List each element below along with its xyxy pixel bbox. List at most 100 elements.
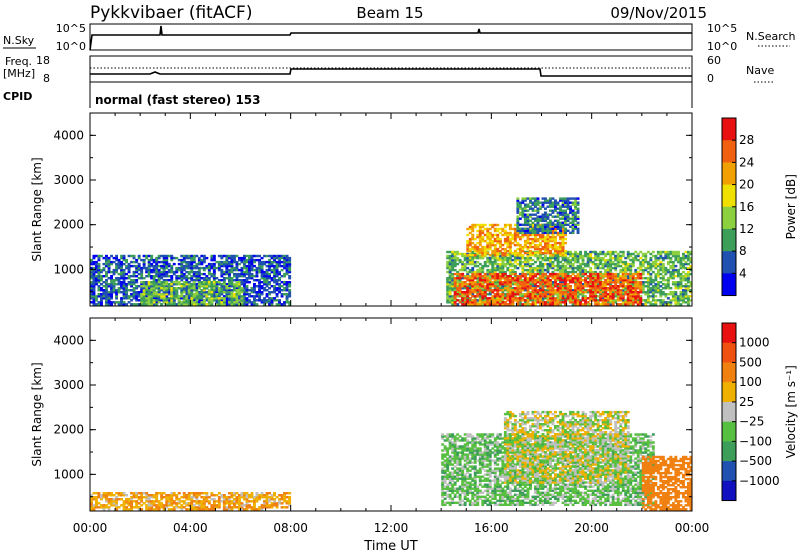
- echo-cell: [549, 293, 552, 296]
- echo-cell: [501, 283, 505, 286]
- echo-cell: [687, 299, 690, 302]
- echo-cell: [682, 264, 685, 268]
- echo-cell: [210, 291, 214, 294]
- echo-cell: [679, 299, 683, 302]
- echo-cell: [451, 287, 455, 290]
- echo-cell: [458, 299, 462, 302]
- echo-cell: [626, 262, 630, 266]
- echo-cell: [508, 295, 512, 298]
- echo-cell: [526, 277, 530, 280]
- echo-cell: [561, 291, 565, 294]
- echo-cell: [486, 283, 490, 286]
- echo-cell: [253, 299, 256, 302]
- echo-cell: [187, 297, 191, 300]
- echo-cell: [175, 275, 179, 278]
- echo-cell: [190, 295, 194, 298]
- echo-cell: [599, 252, 603, 256]
- echo-cell: [160, 295, 164, 298]
- echo-cell: [105, 289, 108, 292]
- echo-cell: [614, 287, 618, 290]
- echo-cell: [481, 291, 485, 294]
- echo-cell: [268, 291, 272, 294]
- echo-cell: [220, 260, 224, 264]
- echo-cell: [629, 258, 633, 262]
- echo-cell: [551, 254, 555, 257]
- echo-cell: [115, 277, 119, 280]
- echo-cell: [238, 295, 241, 298]
- echo-cell: [513, 264, 517, 268]
- echo-cell: [536, 254, 540, 258]
- echo-cell: [481, 283, 485, 286]
- echo-cell: [669, 303, 673, 306]
- echo-cell: [468, 285, 472, 288]
- echo-cell: [503, 289, 507, 292]
- echo-cell: [569, 258, 573, 262]
- echo-cell: [549, 299, 552, 302]
- echo-cell: [534, 213, 537, 216]
- echo-cell: [529, 264, 532, 268]
- echo-cell: [496, 295, 500, 298]
- echo-cell: [661, 270, 665, 274]
- echo-cell: [478, 279, 482, 282]
- echo-cell: [140, 291, 144, 294]
- echo-cell: [669, 270, 673, 274]
- echo-cell: [217, 260, 221, 264]
- echo-cell: [496, 281, 500, 284]
- echo-cell: [559, 297, 563, 300]
- echo-cell: [516, 227, 520, 231]
- echo-cell: [506, 245, 510, 249]
- echo-cell: [679, 303, 683, 306]
- echo-cell: [258, 268, 262, 272]
- echo-cell: [238, 303, 241, 306]
- echo-cell: [473, 245, 477, 249]
- echo-cell: [92, 303, 96, 306]
- echo-cell: [523, 207, 527, 210]
- echo-cell: [212, 258, 216, 262]
- echo-cell: [488, 239, 492, 243]
- echo-cell: [556, 254, 560, 258]
- echo-cell: [501, 256, 505, 260]
- echo-cell: [243, 287, 246, 290]
- echo-cell: [448, 285, 452, 288]
- echo-cell: [523, 243, 527, 247]
- echo-cell: [518, 227, 522, 231]
- echo-cell: [471, 227, 475, 231]
- echo-cell: [107, 268, 111, 272]
- echo-cell: [451, 272, 455, 276]
- echo-cell: [544, 262, 547, 266]
- echo-cell: [503, 301, 507, 304]
- echo-cell: [260, 291, 264, 294]
- echo-cell: [511, 299, 515, 302]
- echo-cell: [105, 279, 108, 282]
- echo-cell: [243, 279, 246, 282]
- echo-cell: [182, 281, 186, 284]
- echo-cell: [478, 283, 482, 286]
- echo-cell: [468, 258, 472, 262]
- echo-cell: [263, 289, 267, 292]
- echo-cell: [165, 295, 169, 298]
- echo-cell: [471, 223, 475, 227]
- echo-cell: [145, 285, 149, 288]
- echo-cell: [233, 258, 236, 262]
- echo-cell: [684, 279, 688, 282]
- echo-cell: [531, 262, 535, 266]
- echo-cell: [142, 291, 146, 294]
- echo-cell: [581, 299, 585, 302]
- echo-cell: [228, 289, 231, 292]
- echo-cell: [534, 260, 537, 264]
- echo-cell: [491, 268, 495, 272]
- echo-cell: [501, 297, 505, 300]
- echo-cell: [536, 201, 540, 204]
- echo-cell: [651, 303, 655, 306]
- echo-cell: [581, 262, 585, 266]
- echo-cell: [488, 279, 492, 282]
- echo-cell: [446, 264, 450, 268]
- echo-cell: [220, 256, 224, 260]
- echo-cell: [599, 275, 603, 278]
- echo-cell: [210, 256, 214, 260]
- echo-cell: [576, 297, 580, 300]
- echo-cell: [255, 258, 259, 262]
- echo-cell: [641, 283, 645, 286]
- echo-cell: [544, 285, 547, 288]
- echo-cell: [157, 285, 161, 288]
